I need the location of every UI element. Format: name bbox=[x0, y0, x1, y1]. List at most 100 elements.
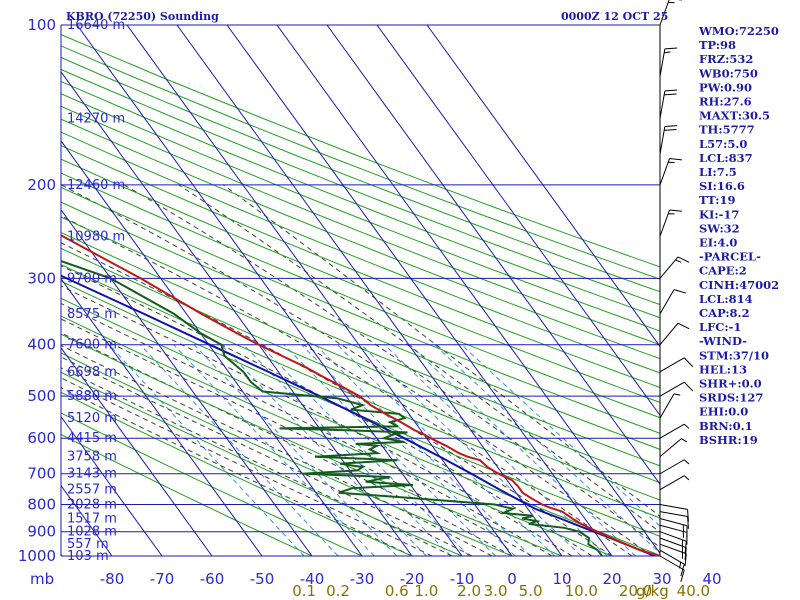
sounding-index: WB0:750 bbox=[698, 66, 758, 80]
sounding-index: LFC:-1 bbox=[699, 320, 741, 334]
dry-adiabat bbox=[61, 68, 660, 306]
dry-adiabat bbox=[61, 118, 660, 360]
isotherm-line bbox=[61, 140, 363, 556]
dry-adiabat bbox=[61, 144, 660, 388]
sounding-index: WMO:72250 bbox=[698, 24, 779, 38]
pressure-unit-label: mb bbox=[30, 570, 54, 588]
isotherm-line bbox=[61, 71, 413, 556]
wind-barb-staff bbox=[659, 438, 682, 458]
wind-barb bbox=[659, 555, 685, 583]
mixing-ratio-tick-label: 1.0 bbox=[414, 582, 438, 600]
wind-barb-flag bbox=[669, 158, 682, 161]
wind-barb-staff bbox=[659, 475, 685, 491]
wind-barb-flag bbox=[677, 322, 690, 330]
mixing-ratio-line bbox=[301, 344, 516, 556]
chart-title: KBRO (72250) Sounding bbox=[66, 10, 219, 23]
wind-barb-half-flag bbox=[683, 423, 690, 429]
height-tick-label: 2557 m bbox=[67, 483, 117, 498]
wind-barb-staff bbox=[659, 126, 666, 155]
mixing-ratio-tick-label: 0.6 bbox=[385, 582, 409, 600]
temperature-tick-label: 0 bbox=[507, 570, 517, 588]
pressure-tick-label: 600 bbox=[27, 429, 56, 447]
wind-barb-staff bbox=[659, 381, 685, 397]
wind-barb-half-flag bbox=[683, 459, 690, 465]
wind-barb-flag bbox=[664, 125, 678, 127]
pressure-tick-label: 800 bbox=[27, 496, 56, 514]
valid-time: 0000Z 12 OCT 25 bbox=[561, 10, 668, 23]
wind-barb-half-flag bbox=[664, 51, 671, 54]
wind-barb-staff bbox=[659, 549, 685, 565]
pressure-tick-label: 300 bbox=[27, 269, 56, 287]
wind-barb bbox=[659, 357, 694, 373]
sounding-index: LI:7.5 bbox=[699, 165, 737, 179]
wind-barb-staff bbox=[659, 209, 671, 237]
temperature-tick-label: 40 bbox=[702, 570, 721, 588]
height-tick-label: 3758 m bbox=[67, 450, 117, 465]
wind-barb-half-flag bbox=[683, 475, 690, 481]
height-tick-label: 8575 m bbox=[67, 307, 117, 322]
mixing-ratio-tick-label: 10.0 bbox=[565, 582, 598, 600]
dry-adiabat bbox=[61, 216, 660, 467]
sounding-profiles bbox=[61, 234, 660, 556]
isotherm-line bbox=[426, 25, 660, 348]
sounding-index: BSHR:19 bbox=[699, 433, 758, 447]
height-tick-label: 4415 m bbox=[67, 431, 117, 446]
wind-barb bbox=[659, 0, 682, 26]
height-tick-label: 14270 m bbox=[67, 112, 125, 127]
moist-adiabat bbox=[61, 387, 413, 556]
mixing-ratio-tick-label: 3.0 bbox=[484, 582, 508, 600]
sounding-index: -WIND- bbox=[699, 334, 747, 348]
pressure-tick-label: 700 bbox=[27, 465, 56, 483]
dry-adiabat bbox=[61, 391, 414, 556]
wind-barb bbox=[659, 89, 678, 119]
height-tick-label: 5880 m bbox=[67, 389, 117, 404]
dry-adiabat bbox=[61, 34, 660, 268]
temperature-tick-label: -80 bbox=[100, 570, 125, 588]
wind-barb-staff bbox=[659, 0, 670, 26]
wind-barb bbox=[659, 381, 694, 397]
wind-barb-flag bbox=[664, 93, 677, 96]
pressure-tick-label: 100 bbox=[27, 16, 56, 34]
temperature-tick-label: -60 bbox=[200, 570, 225, 588]
sounding-index: KI:-17 bbox=[699, 207, 739, 221]
wind-barb-staff bbox=[659, 256, 679, 279]
wind-barb bbox=[659, 393, 681, 419]
temperature-axis-labels: -80 -70 -60 -50 -40 -30 -20 -10 0 10 20 30 40 bbox=[100, 570, 722, 588]
sounding-index: TT:19 bbox=[699, 193, 736, 207]
wind-barb-staff bbox=[659, 423, 685, 439]
wind-barb-staff bbox=[659, 48, 666, 77]
height-tick-label: 3143 m bbox=[67, 467, 117, 482]
sounding-index: TH:5777 bbox=[699, 123, 755, 137]
wind-barb-staff bbox=[659, 393, 675, 419]
height-tick-label: 5120 m bbox=[67, 411, 117, 426]
moist-adiabat bbox=[61, 184, 653, 556]
height-tick-label: 16640 m bbox=[67, 18, 125, 33]
pressure-tick-label: 400 bbox=[27, 336, 56, 354]
height-tick-label: 12460 m bbox=[67, 178, 125, 193]
moist-adiabat bbox=[123, 184, 660, 548]
pressure-tick-label: 1000 bbox=[18, 547, 56, 565]
dry-adiabat bbox=[61, 105, 660, 346]
temperature-tick-label: -10 bbox=[450, 570, 475, 588]
sounding-index: SW:32 bbox=[699, 221, 740, 235]
wind-barb bbox=[659, 475, 690, 491]
temperature-tick-label: 30 bbox=[652, 570, 671, 588]
temperature-tick-label: -40 bbox=[300, 570, 325, 588]
dry-adiabat bbox=[61, 186, 660, 434]
sounding-index: TP:98 bbox=[699, 38, 736, 52]
isotherm-line bbox=[276, 25, 660, 555]
wind-barb-staff bbox=[659, 524, 688, 533]
temperature-tick-label: 10 bbox=[552, 570, 571, 588]
wind-barb bbox=[659, 423, 690, 439]
height-tick-label: 10980 m bbox=[67, 229, 125, 244]
dry-adiabat bbox=[61, 433, 314, 556]
pressure-tick-label: 500 bbox=[27, 387, 56, 405]
wind-barb bbox=[659, 47, 678, 77]
sounding-index: CAPE:2 bbox=[699, 264, 747, 278]
wind-barb bbox=[659, 549, 685, 577]
wind-barb-flag bbox=[677, 256, 690, 263]
sounding-index: FRZ:532 bbox=[699, 52, 753, 66]
isotherm-line bbox=[0, 25, 12, 556]
wind-barb-flag bbox=[664, 129, 677, 131]
wind-barb-staff bbox=[659, 322, 679, 346]
